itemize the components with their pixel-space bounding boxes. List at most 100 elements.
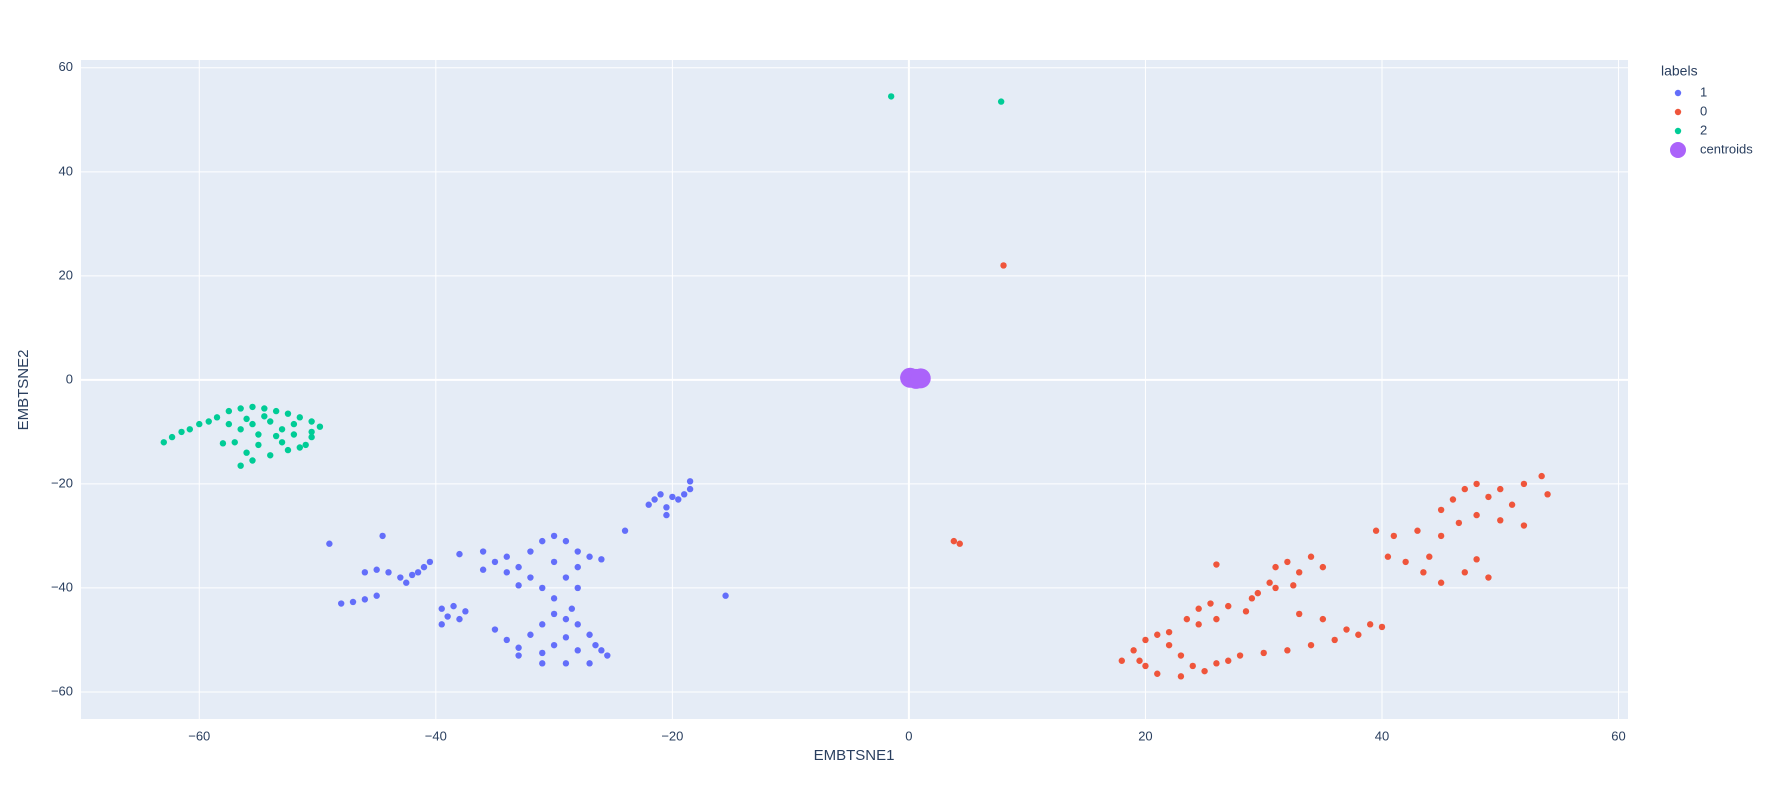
data-point [1154, 631, 1161, 638]
data-point [373, 566, 380, 573]
data-point [284, 410, 292, 417]
data-point [456, 550, 463, 558]
data-point [168, 433, 176, 441]
data-point [645, 501, 652, 508]
data-point [296, 414, 304, 421]
data-point [515, 652, 522, 659]
data-point [272, 407, 280, 415]
data-point [1437, 532, 1445, 540]
data-point [1485, 574, 1492, 581]
data-point [444, 613, 451, 620]
series-2 [160, 93, 1005, 469]
data-point [1165, 641, 1173, 649]
data-point [1207, 600, 1214, 607]
data-point [686, 478, 694, 485]
data-point [456, 615, 463, 623]
data-point [1437, 506, 1445, 514]
data-point [1225, 657, 1232, 664]
data-point [491, 626, 499, 633]
legend-item[interactable]: 2 [1674, 122, 1707, 137]
data-point [225, 420, 233, 428]
data-point [1260, 649, 1267, 657]
data-point [887, 93, 895, 100]
data-point [1307, 641, 1315, 649]
y-tick-label: 40 [59, 163, 73, 178]
data-point [663, 511, 670, 519]
plot-background [81, 60, 1628, 719]
data-point [296, 444, 304, 451]
data-point [550, 641, 558, 649]
data-point [1177, 673, 1185, 680]
x-tick-label: 0 [905, 728, 912, 743]
data-point [1390, 532, 1398, 540]
data-point [438, 621, 445, 628]
data-point [1378, 623, 1386, 631]
legend-item[interactable]: 1 [1674, 84, 1707, 99]
data-point [1142, 662, 1149, 670]
data-point [438, 605, 445, 612]
data-point [562, 537, 570, 545]
data-point [385, 569, 392, 576]
legend-item[interactable]: 0 [1674, 103, 1707, 118]
y-tick-label: 0 [66, 371, 73, 386]
centroid-point [910, 368, 931, 389]
data-point [1296, 610, 1303, 618]
data-point [586, 660, 593, 667]
data-point [261, 413, 268, 420]
legend-item[interactable]: centroids [1670, 141, 1753, 158]
data-point [249, 403, 256, 411]
series-0 [950, 262, 1551, 680]
data-point [1248, 595, 1256, 602]
data-point [308, 433, 315, 441]
legend-label: 0 [1700, 103, 1707, 118]
data-point [1372, 527, 1380, 534]
data-point [462, 608, 469, 615]
data-point [680, 491, 688, 498]
data-point [550, 558, 558, 566]
data-point [1213, 660, 1220, 667]
data-point [527, 574, 534, 581]
data-point [598, 647, 605, 654]
data-point [1414, 527, 1421, 534]
data-point [1177, 652, 1185, 659]
x-tick-label: 40 [1375, 728, 1389, 743]
data-point [1455, 519, 1463, 527]
data-point [568, 605, 576, 612]
data-point [219, 440, 227, 447]
data-point [574, 647, 581, 654]
data-point [651, 496, 658, 503]
data-point [562, 634, 570, 641]
data-point [186, 426, 194, 433]
data-point [1343, 626, 1350, 633]
data-point [1497, 517, 1504, 524]
data-point [414, 569, 422, 576]
data-point [675, 496, 682, 503]
data-point [491, 558, 499, 566]
data-point [308, 418, 315, 425]
y-tick-label: −40 [51, 579, 73, 594]
y-tick-label: 20 [59, 267, 73, 282]
data-point [1272, 563, 1279, 571]
data-point [1189, 662, 1196, 670]
data-point [1473, 511, 1480, 519]
data-point [621, 527, 629, 534]
data-point [1449, 496, 1457, 503]
legend-marker [1674, 108, 1682, 116]
data-point [267, 418, 274, 425]
data-point [160, 439, 167, 446]
x-tick-label: −40 [425, 728, 447, 743]
data-point [1213, 561, 1220, 568]
data-point [1236, 652, 1244, 659]
data-point [1296, 569, 1303, 576]
data-point [379, 532, 386, 540]
y-axis-title: EMBTSNE2 [15, 350, 32, 431]
data-point [1402, 558, 1409, 566]
data-point [278, 426, 286, 433]
data-point [1420, 569, 1427, 576]
data-point [249, 420, 256, 428]
data-point [1130, 647, 1137, 654]
data-point [1142, 636, 1149, 644]
data-point [1201, 667, 1208, 675]
data-point [1195, 605, 1202, 612]
